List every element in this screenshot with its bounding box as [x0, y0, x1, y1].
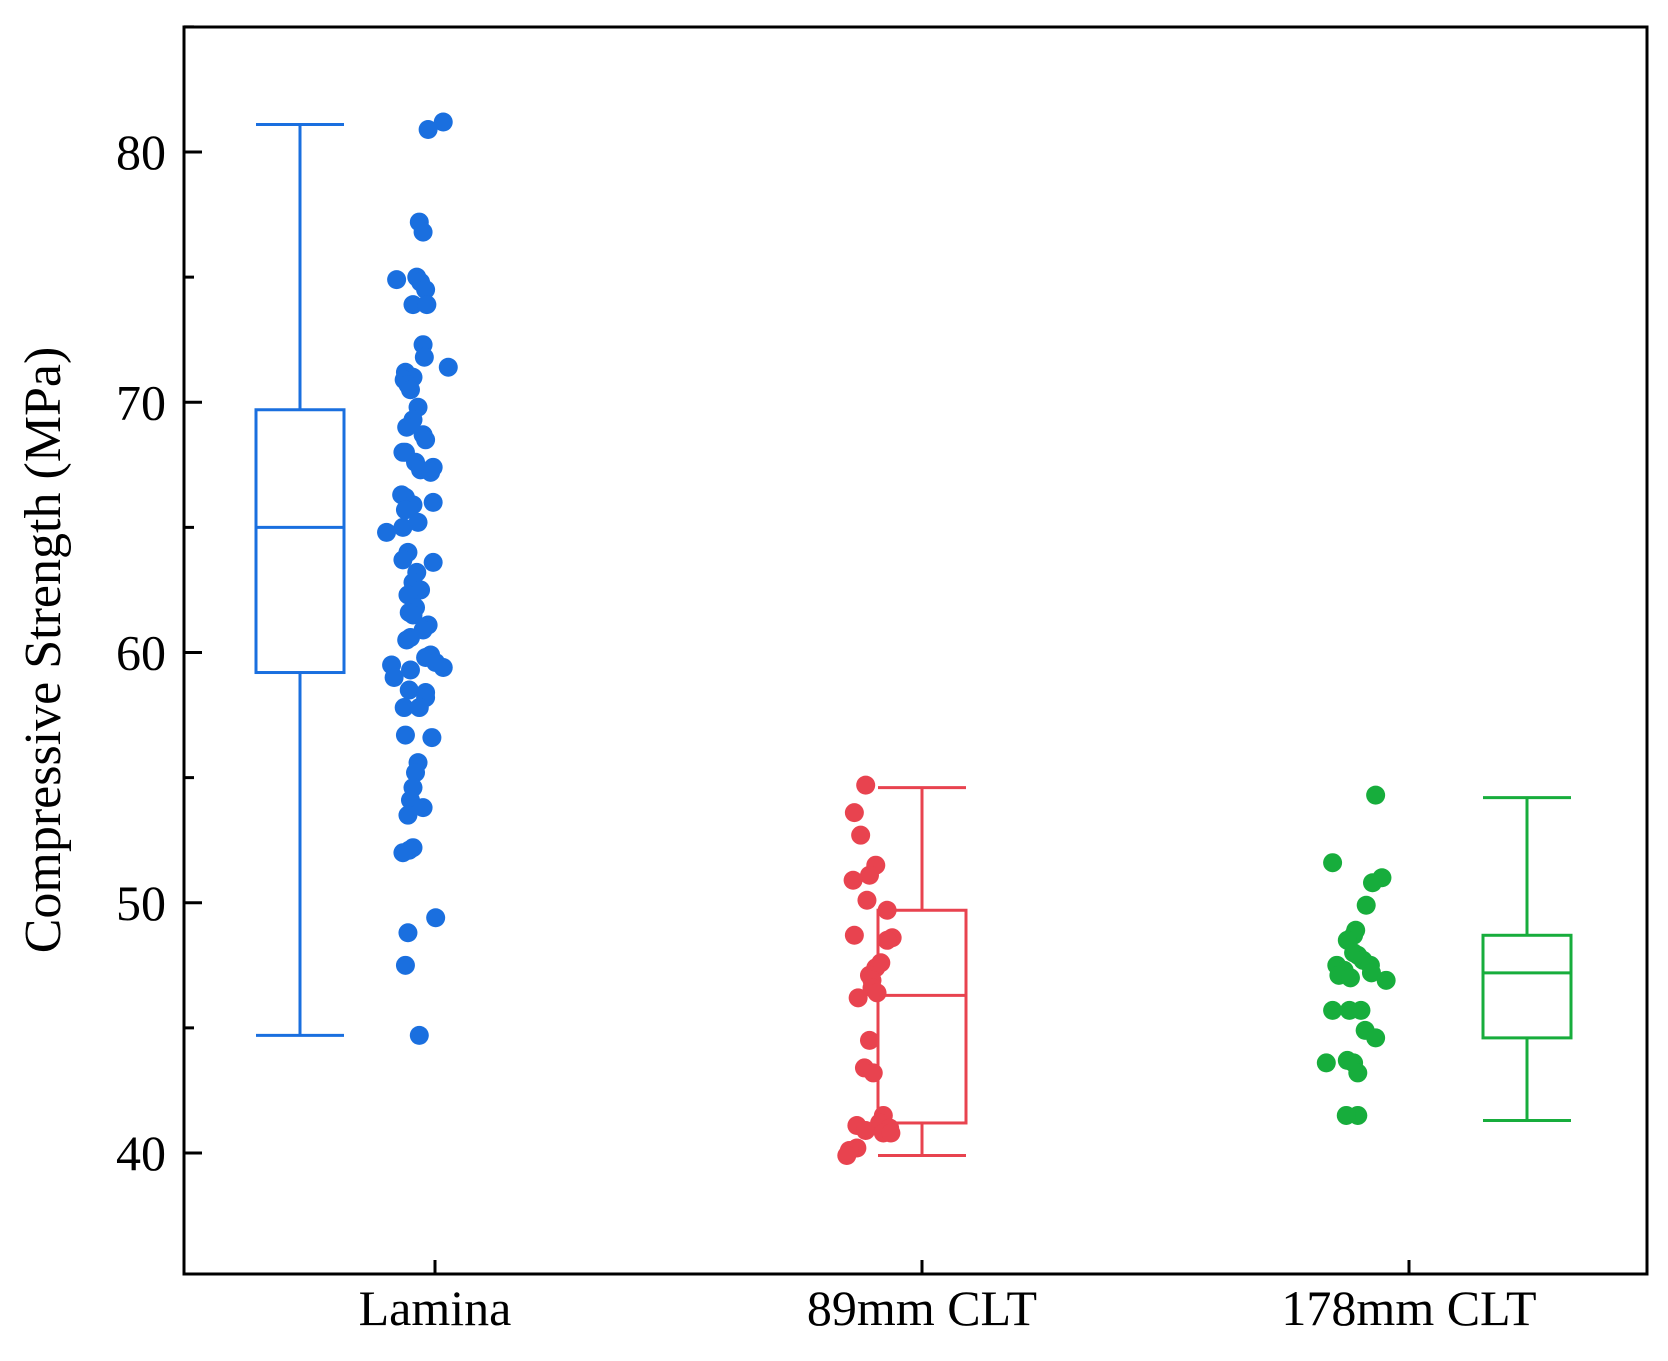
- data-point: [395, 725, 415, 745]
- data-point: [1340, 968, 1360, 988]
- data-point: [844, 803, 864, 823]
- data-point: [409, 698, 429, 718]
- data-point: [406, 763, 426, 783]
- data-point: [1356, 895, 1376, 915]
- data-point: [409, 1025, 429, 1045]
- data-point: [393, 517, 413, 537]
- data-point: [423, 552, 443, 572]
- data-point: [395, 955, 415, 975]
- y-axis-title: Compressive Strength (MPa): [15, 347, 72, 954]
- data-point: [408, 512, 428, 532]
- data-point: [387, 270, 407, 290]
- data-point: [393, 843, 413, 863]
- data-point: [1323, 853, 1343, 873]
- data-point: [384, 668, 404, 688]
- x-tick-label: Lamina: [359, 1280, 512, 1336]
- data-point: [403, 295, 423, 315]
- data-point: [417, 295, 437, 315]
- data-point: [399, 680, 419, 700]
- y-tick-label: 70: [116, 374, 166, 430]
- data-point: [398, 923, 418, 943]
- box: [254, 408, 346, 675]
- data-point: [400, 660, 420, 680]
- data-point: [1376, 970, 1396, 990]
- data-point: [848, 988, 868, 1008]
- data-point: [859, 1030, 879, 1050]
- data-point: [1336, 1105, 1356, 1125]
- data-point: [837, 1146, 857, 1166]
- series-layer: [254, 112, 1573, 1166]
- data-point: [1361, 963, 1381, 983]
- y-tick-label: 40: [116, 1125, 166, 1181]
- data-point: [398, 805, 418, 825]
- data-point: [393, 550, 413, 570]
- data-point: [1348, 1063, 1368, 1083]
- series-2: [837, 775, 968, 1166]
- data-point: [423, 492, 443, 512]
- x-tick-label: 178mm CLT: [1281, 1280, 1536, 1336]
- y-tick-label: 50: [116, 875, 166, 931]
- data-point: [433, 112, 453, 132]
- data-point: [422, 728, 442, 748]
- data-point: [394, 698, 414, 718]
- data-point: [867, 983, 887, 1003]
- x-tick-label: 89mm CLT: [807, 1280, 1037, 1336]
- data-point: [413, 222, 433, 242]
- data-point: [395, 500, 415, 520]
- box: [876, 908, 968, 1125]
- plot-frame: [182, 25, 1649, 1276]
- data-point: [843, 870, 863, 890]
- data-point: [416, 280, 436, 300]
- data-point: [1316, 1053, 1336, 1073]
- data-point: [1351, 1000, 1371, 1020]
- data-point: [877, 930, 897, 950]
- data-point: [397, 630, 417, 650]
- data-point: [416, 430, 436, 450]
- data-point: [851, 825, 871, 845]
- data-point: [438, 357, 458, 377]
- data-point: [863, 1063, 883, 1083]
- box: [1481, 933, 1573, 1040]
- data-point: [397, 417, 417, 437]
- data-point: [413, 798, 433, 818]
- data-point: [844, 925, 864, 945]
- data-point: [418, 119, 438, 139]
- y-axis: 40 50 60 70 80: [116, 25, 202, 1181]
- series-3: [1316, 785, 1573, 1125]
- data-point: [1366, 785, 1386, 805]
- data-point: [1363, 873, 1382, 893]
- y-tick-label: 60: [116, 625, 166, 681]
- data-point: [426, 908, 446, 928]
- data-point: [856, 1120, 876, 1140]
- data-point: [859, 865, 879, 885]
- data-point: [1323, 1000, 1343, 1020]
- data-point: [856, 775, 876, 795]
- data-point: [421, 462, 441, 482]
- data-point: [377, 522, 397, 542]
- data-point: [414, 347, 434, 367]
- data-point: [433, 658, 453, 678]
- data-point: [1366, 1028, 1386, 1048]
- data-point: [881, 1123, 901, 1143]
- x-axis: Lamina 89mm CLT 178mm CLT: [359, 1260, 1537, 1336]
- data-point: [403, 605, 423, 625]
- data-point: [400, 380, 420, 400]
- series-1: [254, 112, 458, 1045]
- data-point: [877, 900, 897, 920]
- y-tick-label: 80: [116, 124, 166, 180]
- data-point: [857, 890, 877, 910]
